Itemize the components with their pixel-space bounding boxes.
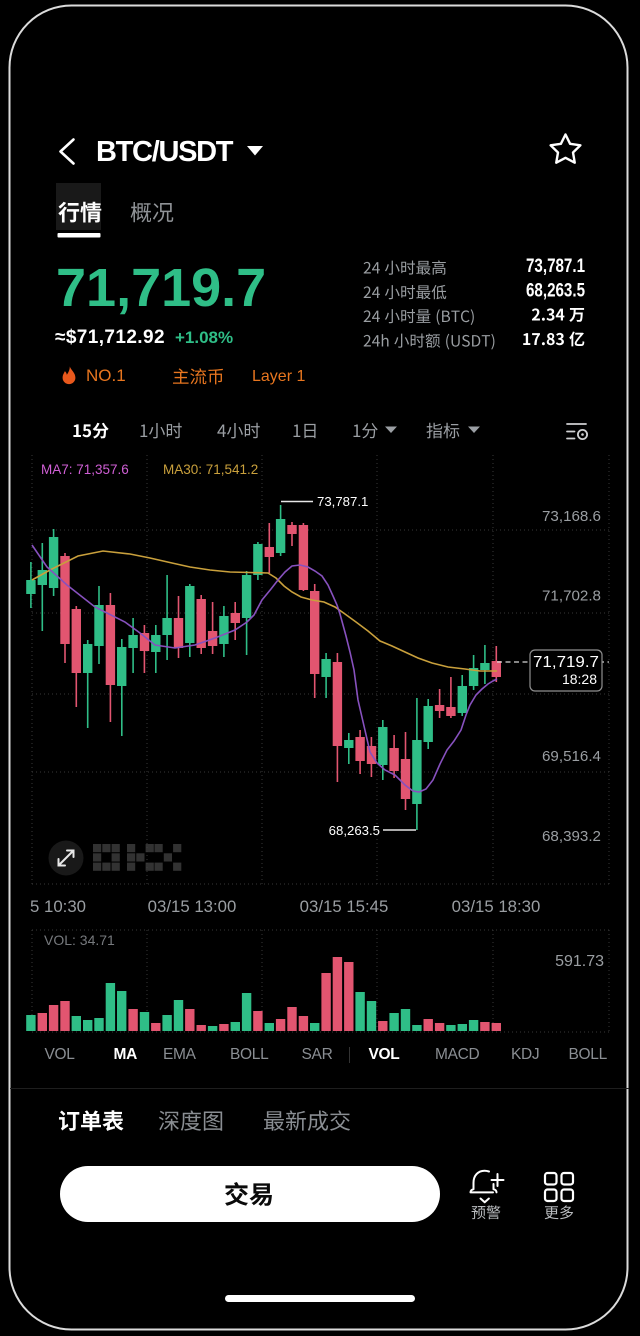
svg-text:591.73: 591.73 <box>555 953 604 970</box>
svg-text:VOL: VOL <box>369 1046 400 1063</box>
svg-text:+1.08%: +1.08% <box>175 328 233 347</box>
svg-text:73,787.1: 73,787.1 <box>526 256 585 277</box>
svg-text:Layer 1: Layer 1 <box>252 368 305 385</box>
svg-text:71,719.7: 71,719.7 <box>56 258 266 318</box>
svg-text:NO.1: NO.1 <box>86 366 126 385</box>
svg-text:5 10:30: 5 10:30 <box>30 897 86 916</box>
svg-text:BTC/USDT: BTC/USDT <box>96 136 234 168</box>
svg-text:MA: MA <box>114 1046 138 1063</box>
svg-text:MA30: 71,541.2: MA30: 71,541.2 <box>163 462 258 477</box>
svg-text:BOLL: BOLL <box>230 1046 269 1063</box>
svg-text:MACD: MACD <box>435 1046 480 1063</box>
svg-text:73,787.1: 73,787.1 <box>317 494 368 509</box>
svg-text:KDJ: KDJ <box>511 1046 539 1063</box>
svg-text:03/15 13:00: 03/15 13:00 <box>148 897 237 916</box>
svg-text:71,719.7: 71,719.7 <box>533 654 599 671</box>
svg-text:SAR: SAR <box>302 1046 333 1063</box>
svg-text:68,393.2: 68,393.2 <box>542 829 601 845</box>
svg-text:71,702.8: 71,702.8 <box>542 588 601 604</box>
svg-text:03/15 15:45: 03/15 15:45 <box>300 897 389 916</box>
svg-text:VOL: VOL <box>45 1046 76 1063</box>
svg-text:68,263.5: 68,263.5 <box>526 281 585 302</box>
svg-text:03/15 18:30: 03/15 18:30 <box>452 897 541 916</box>
svg-text:BOLL: BOLL <box>569 1046 608 1063</box>
svg-text:VOL: 34.71: VOL: 34.71 <box>44 932 115 948</box>
svg-text:68,263.5: 68,263.5 <box>329 823 380 838</box>
svg-text:69,516.4: 69,516.4 <box>542 749 601 765</box>
svg-text:≈$71,712.92: ≈$71,712.92 <box>55 327 165 348</box>
svg-text:73,168.6: 73,168.6 <box>542 509 601 525</box>
svg-text:18:28: 18:28 <box>562 671 597 687</box>
svg-text:MA7: 71,357.6: MA7: 71,357.6 <box>41 462 129 477</box>
svg-text:EMA: EMA <box>163 1046 197 1063</box>
